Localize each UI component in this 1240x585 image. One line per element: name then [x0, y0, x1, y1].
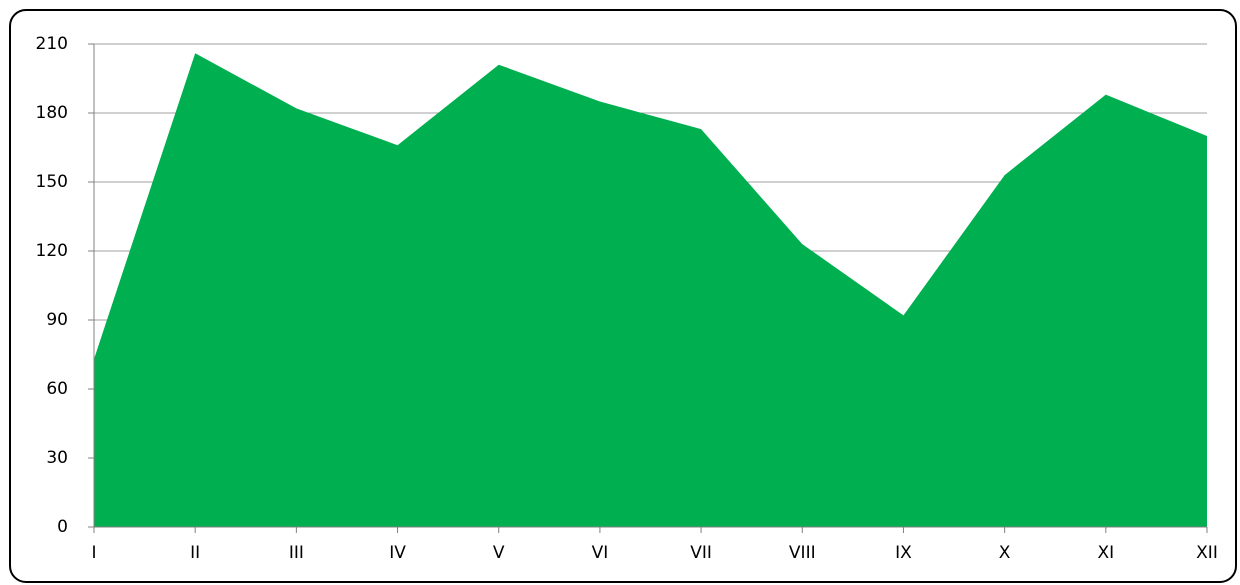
- x-tick-label: V: [493, 543, 505, 563]
- y-tick-label: 210: [36, 34, 68, 54]
- x-tick-label: XII: [1196, 543, 1218, 563]
- x-tick-label: XI: [1097, 543, 1114, 563]
- y-tick-label: 90: [46, 310, 68, 330]
- x-tick-label: VIII: [789, 543, 816, 563]
- y-tick-label: 60: [46, 379, 68, 399]
- x-tick-label: II: [190, 543, 200, 563]
- y-tick-label: 150: [36, 172, 68, 192]
- y-tick-label: 0: [57, 517, 68, 537]
- area: [94, 53, 1207, 527]
- y-tick-label: 180: [36, 103, 68, 123]
- y-tick-label: 120: [36, 241, 68, 261]
- x-tick-label: IX: [895, 543, 912, 563]
- x-tick-label: IV: [389, 543, 406, 563]
- y-tick-label: 30: [46, 448, 68, 468]
- x-tick-label: I: [91, 543, 96, 563]
- x-tick-label: III: [289, 543, 304, 563]
- x-tick-label: VI: [592, 543, 609, 563]
- x-tick-label: VII: [690, 543, 712, 563]
- x-tick-label: X: [999, 543, 1011, 563]
